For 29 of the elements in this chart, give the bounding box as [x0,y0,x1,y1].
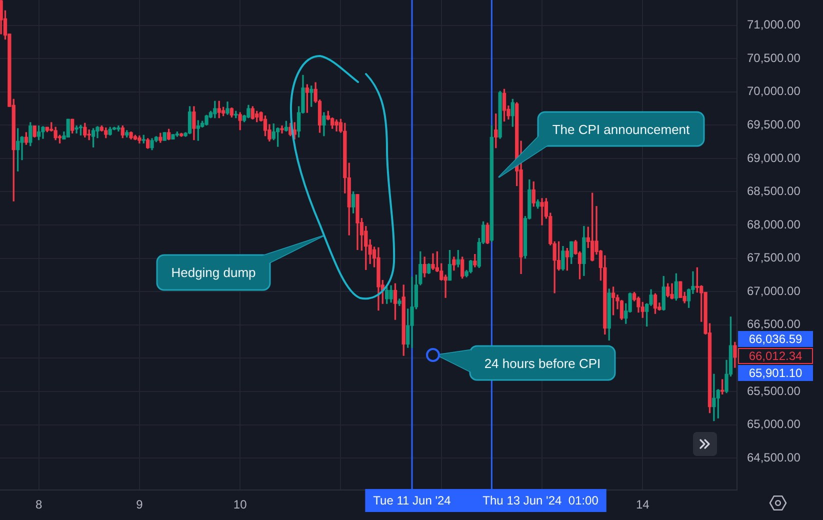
y-tick-label: 69,000.00 [747,150,801,165]
y-tick-label: 66,500.00 [747,317,801,332]
candlestick [712,374,716,422]
candlestick [74,126,78,134]
y-tick-label: 68,500.00 [747,184,801,198]
y-tick-label: 68,000.00 [747,217,801,232]
y-tick-label: 69,500.00 [747,117,801,132]
text: 65,901.10 [748,366,803,380]
y-tick-label: 67,000.00 [747,284,801,298]
annotation: Hedging dump [171,265,256,280]
annotation: The CPI announcement [552,122,690,136]
ref-line-label: Thu 13 Jun '24 01:00 [482,493,599,508]
ref-line-label: Tue 11 Jun '24 [373,493,452,508]
text: 66,036.59 [748,332,803,346]
y-tick-label: 70,000.00 [747,84,801,98]
y-tick-label: 65,500.00 [747,384,801,398]
y-tick-label: 67,500.00 [747,250,801,265]
x-tick-label: 9 [136,498,144,512]
y-tick-label: 64,500.00 [747,450,801,464]
candlestick [540,198,544,226]
x-tick-label: 10 [233,498,248,512]
annotation: 24 hours before CPI [484,356,601,370]
y-tick-label: 70,500.00 [747,50,801,65]
x-tick-label: 14 [636,498,650,512]
y-tick-label: 71,000.00 [747,18,801,32]
x-tick-label: 8 [35,498,42,512]
candlestick [280,126,284,134]
text: 66,012.34 [748,348,803,363]
y-tick-label: 65,000.00 [747,417,801,432]
